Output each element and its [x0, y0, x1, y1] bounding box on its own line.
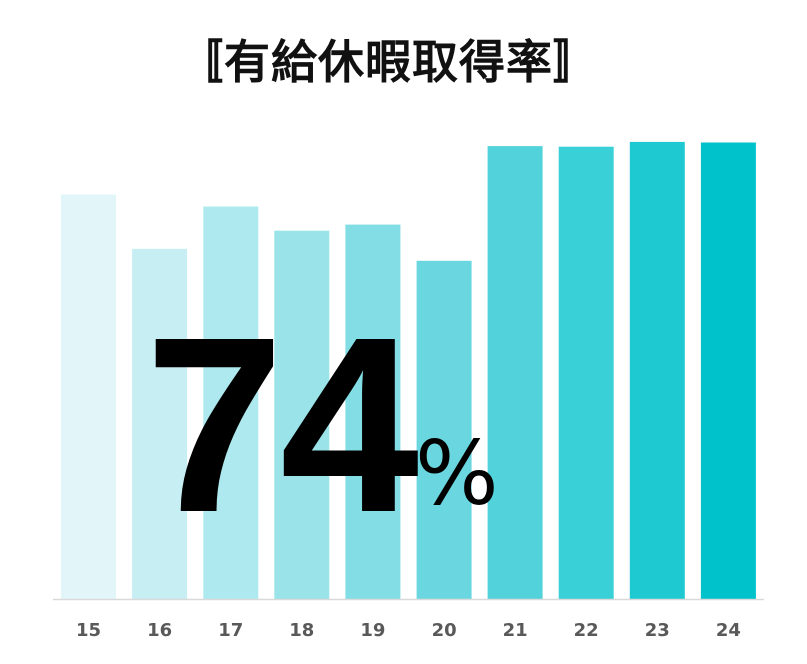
bar-20 [416, 260, 472, 599]
bar-22 [558, 146, 614, 599]
bar-19 [345, 224, 401, 599]
x-tick-label-18: 18 [289, 620, 314, 641]
bar-18 [274, 230, 330, 599]
bar-24 [700, 142, 756, 599]
x-tick-label-15: 15 [76, 620, 101, 641]
x-tick-label-21: 21 [503, 620, 528, 641]
chart-title: 〚有給休暇取得率〛 [177, 35, 600, 89]
bar-17 [203, 206, 259, 599]
bar-21 [487, 146, 543, 599]
x-tick-label-20: 20 [432, 620, 457, 641]
bar-16 [132, 248, 188, 600]
bar-15 [61, 194, 116, 599]
x-tick-label-19: 19 [360, 620, 385, 641]
x-tick-labels: 15 16 17 18 19 20 21 22 23 24 [76, 620, 741, 641]
x-tick-label-16: 16 [147, 620, 172, 641]
bar-23 [629, 141, 685, 599]
x-tick-label-17: 17 [218, 620, 243, 641]
x-tick-label-22: 22 [574, 620, 599, 641]
bars-group [61, 141, 756, 600]
x-tick-label-24: 24 [716, 620, 741, 641]
highlight-unit: % [415, 422, 499, 525]
x-tick-label-23: 23 [645, 620, 670, 641]
highlight-value: 74 [145, 285, 419, 564]
